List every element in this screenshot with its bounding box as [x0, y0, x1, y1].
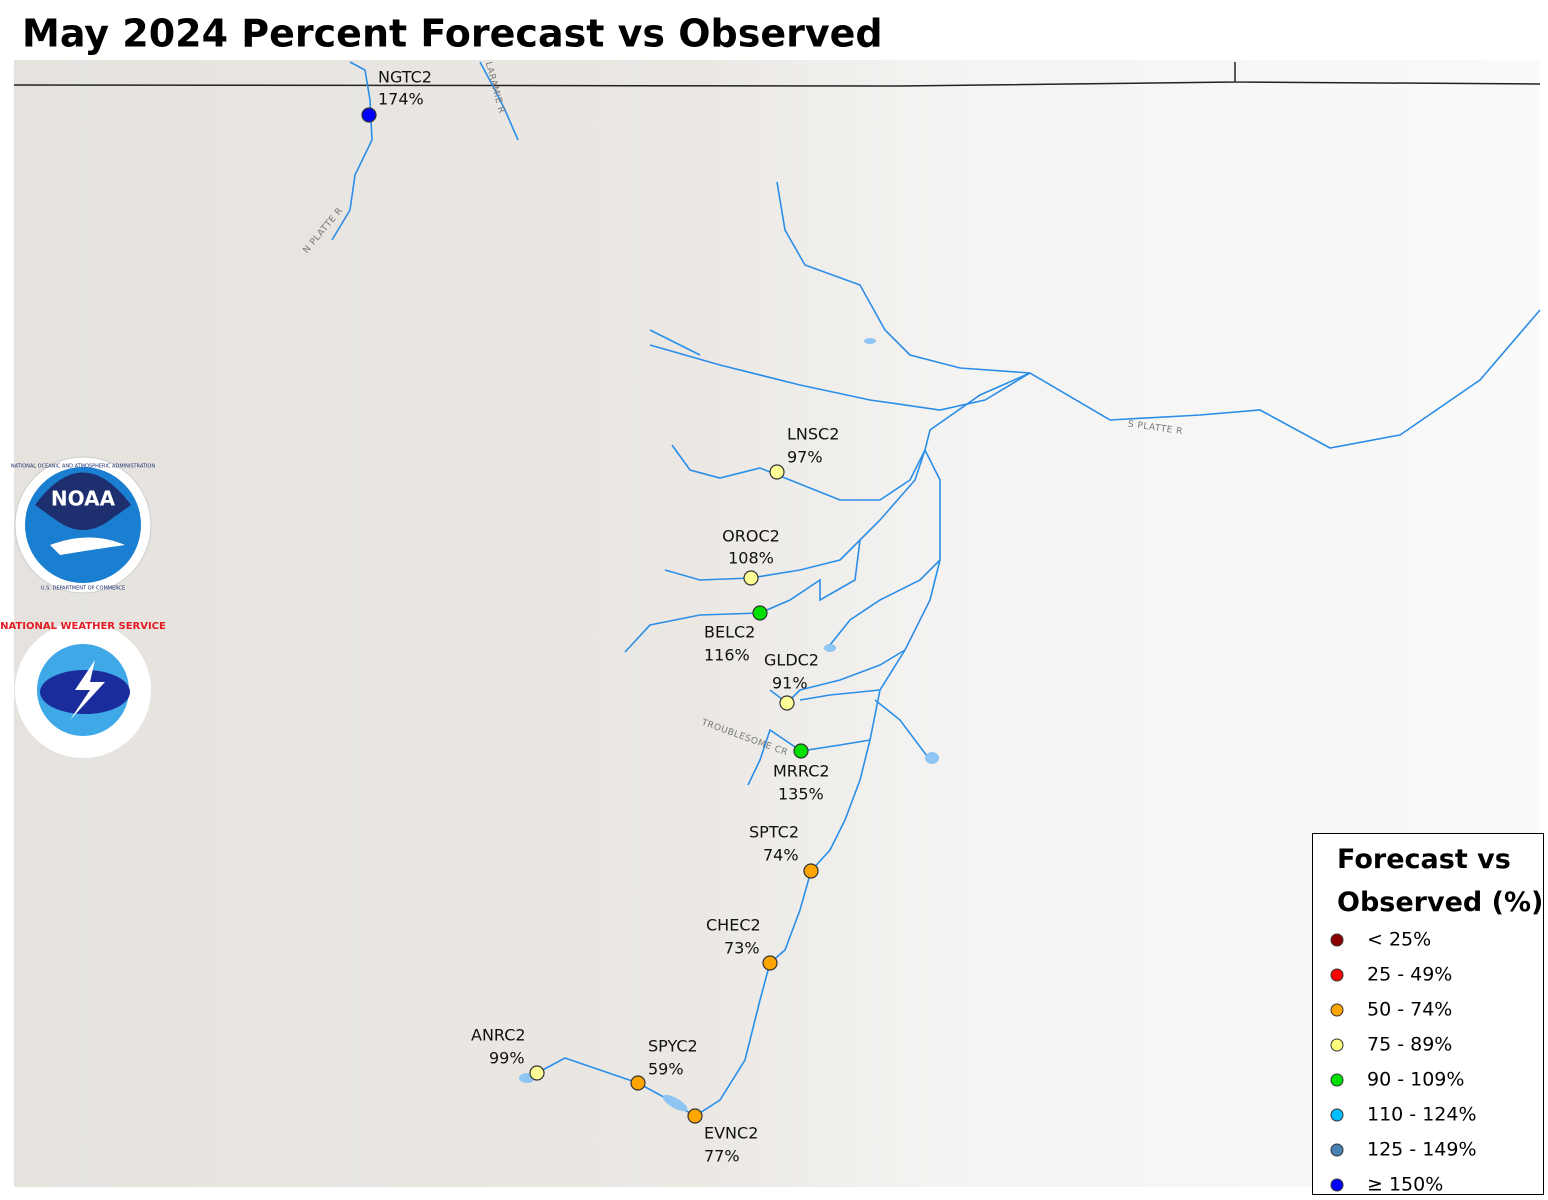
station-name: SPTC2	[749, 823, 799, 842]
station-name: CHEC2	[706, 916, 761, 935]
legend-items: < 25% 25 - 49% 50 - 74% 75 - 89% 90 - 109% 11…	[1330, 929, 1477, 1195]
station-percent: 73%	[724, 939, 760, 958]
legend-label: 110 - 124%	[1367, 1104, 1477, 1126]
legend: Forecast vs Observed (%) < 25% 25 - 49% 50…	[1312, 833, 1544, 1195]
lake	[864, 338, 876, 344]
station-percent: 108%	[728, 549, 774, 568]
station-marker	[779, 695, 795, 711]
station-marker	[361, 107, 377, 123]
legend-label: 50 - 74%	[1367, 999, 1452, 1021]
lake	[824, 644, 836, 652]
station-marker	[630, 1075, 646, 1091]
legend-swatch	[1330, 933, 1344, 947]
station-percent: 91%	[772, 674, 808, 693]
station-name: SPYC2	[648, 1037, 698, 1056]
station-name: LNSC2	[787, 425, 839, 444]
station-name: GLDC2	[764, 651, 819, 670]
station-percent: 135%	[778, 785, 824, 804]
station-marker	[762, 955, 778, 971]
legend-label: 125 - 149%	[1367, 1139, 1477, 1161]
nws-text: NATIONAL WEATHER SERVICE	[0, 621, 166, 632]
legend-swatch	[1330, 1108, 1344, 1122]
station-marker	[803, 863, 819, 879]
legend-title: Forecast vs Observed (%)	[1337, 844, 1544, 918]
station-marker	[793, 743, 809, 759]
station-percent: 174%	[378, 90, 424, 109]
legend-swatch	[1330, 1003, 1344, 1017]
station-name: ANRC2	[471, 1026, 526, 1045]
station-name: EVNC2	[704, 1124, 758, 1143]
station-name: BELC2	[704, 623, 755, 642]
station-marker	[769, 464, 785, 480]
legend-label: ≥ 150%	[1367, 1174, 1443, 1195]
station-percent: 99%	[489, 1049, 525, 1068]
station-marker	[687, 1108, 703, 1124]
station-percent: 97%	[787, 448, 823, 467]
map-title: May 2024 Percent Forecast vs Observed	[22, 12, 883, 56]
legend-label: 25 - 49%	[1367, 964, 1452, 986]
station-percent: 59%	[648, 1060, 684, 1079]
basemap	[14, 60, 1540, 1187]
legend-swatch	[1330, 1143, 1344, 1157]
station-percent: 77%	[704, 1147, 740, 1166]
legend-label: < 25%	[1367, 929, 1431, 951]
noaa-ring-text: NATIONAL OCEANIC AND ATMOSPHERIC ADMINIS…	[11, 464, 155, 470]
station-marker	[752, 605, 768, 621]
station-marker	[743, 570, 759, 586]
noaa-text: NOAA	[51, 487, 116, 511]
lake	[925, 752, 939, 764]
lake	[662, 1094, 688, 1112]
legend-swatch	[1330, 1178, 1344, 1192]
station-name: NGTC2	[378, 68, 432, 87]
station-percent: 116%	[704, 646, 750, 665]
station-percent: 74%	[763, 846, 799, 865]
legend-swatch	[1330, 968, 1344, 982]
legend-label: 75 - 89%	[1367, 1034, 1452, 1056]
rivers	[331, 61, 1541, 1117]
station-name: OROC2	[722, 527, 780, 546]
legend-label: 90 - 109%	[1367, 1069, 1464, 1091]
legend-swatch	[1330, 1073, 1344, 1087]
station-name: MRRC2	[773, 762, 830, 781]
state-border	[13, 62, 1541, 87]
legend-swatch	[1330, 1038, 1344, 1052]
nws-logo: NATIONAL WEATHER SERVICE	[0, 621, 166, 758]
noaa-logo: NOAA NATIONAL OCEANIC AND ATMOSPHERIC AD…	[11, 456, 155, 594]
noaa-ring-text: U.S. DEPARTMENT OF COMMERCE	[41, 586, 125, 592]
station-marker	[529, 1065, 545, 1081]
